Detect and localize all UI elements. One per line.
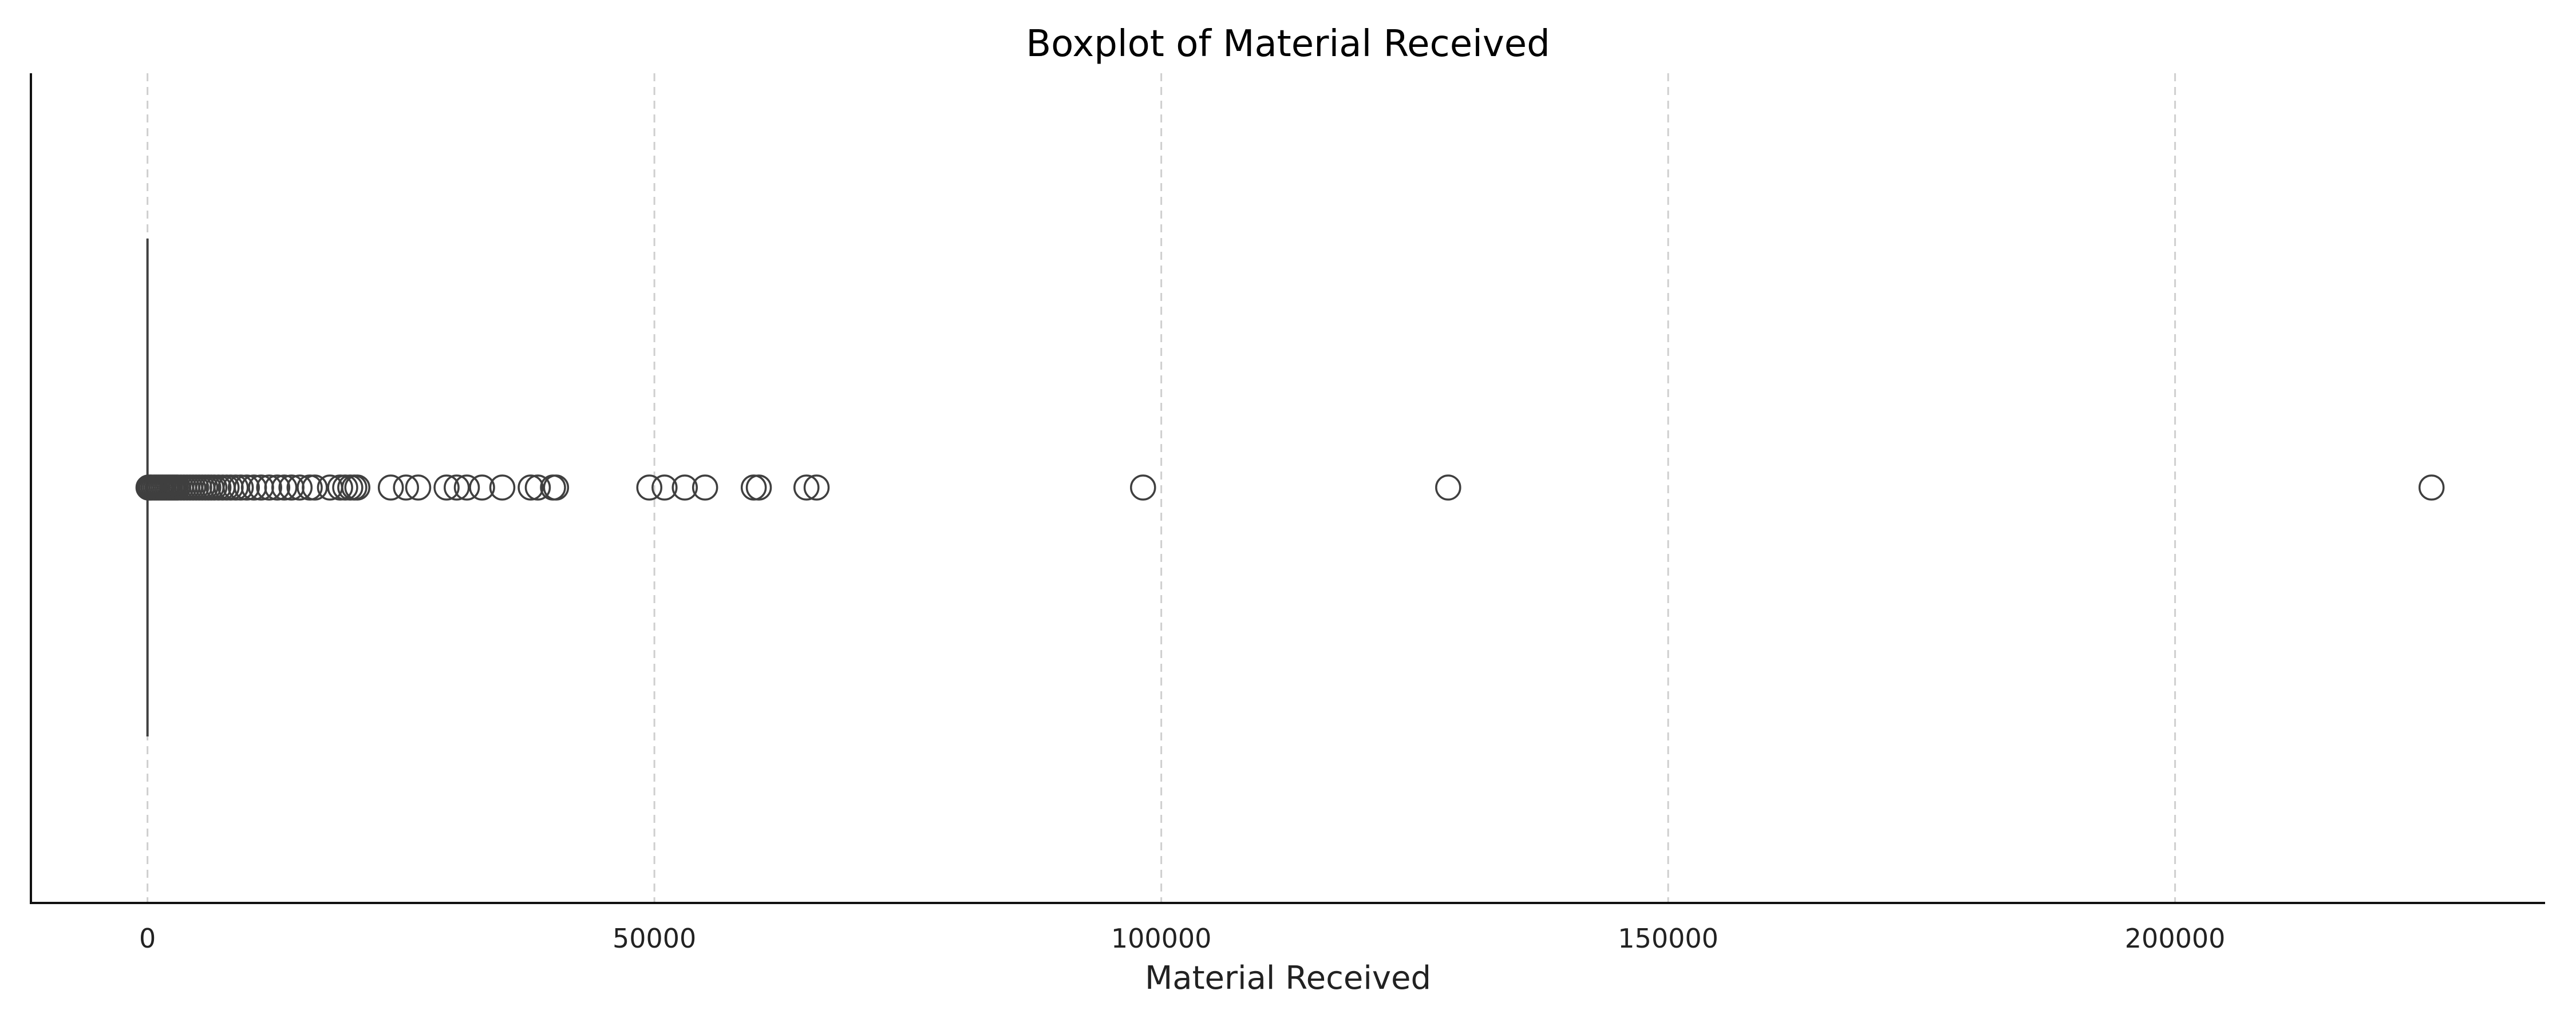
outlier-point-65 [692,474,718,501]
outlier-point-49 [344,474,371,501]
outlier-point-62 [636,474,663,501]
x-tick-label-0: 0 [139,923,156,954]
outlier-point-51 [393,474,420,501]
outlier-point-41 [286,474,313,501]
outlier-point-37 [256,474,282,501]
outlier-point-69 [803,474,830,501]
outlier-point-32 [222,474,249,501]
outlier-point-42 [297,474,323,501]
outlier-point-58 [517,474,544,501]
x-axis-ticks: 0 50000 100000 150000 200000 [139,923,2225,954]
outlier-point-59 [524,474,551,501]
x-tick-label-150000: 150000 [1618,923,1718,954]
outlier-point-68 [793,474,820,501]
outlier-point-50 [377,474,404,501]
outlier-point-63 [651,474,678,501]
outlier-point-71 [1435,474,1461,501]
outlier-point-39 [271,474,298,501]
x-axis-label: Material Received [1145,960,1431,997]
outlier-point-57 [489,474,516,501]
outlier-point-34 [234,474,260,501]
outlier-point-70 [1130,474,1156,501]
outlier-point-45 [327,474,353,501]
outlier-point-52 [405,474,432,501]
outlier-point-33 [227,474,254,501]
x-tick-label-100000: 100000 [1111,923,1212,954]
x-tick-label-50000: 50000 [613,923,696,954]
outlier-point-46 [332,474,358,501]
outlier-point-43 [302,474,328,501]
outlier-point-64 [671,474,698,501]
outlier-point-67 [745,474,772,501]
outlier-point-53 [433,474,460,501]
outlier-point-56 [469,474,495,501]
outlier-point-72 [2418,474,2445,501]
gridlines [147,73,2176,903]
outlier-points [135,474,2445,501]
outlier-point-38 [264,474,291,501]
outlier-point-66 [740,474,767,501]
outlier-point-35 [240,474,267,501]
x-tick-label-200000: 200000 [2125,923,2226,954]
outlier-point-55 [453,474,480,501]
chart-title: Boxplot of Material Received [1026,23,1550,65]
outlier-point-54 [444,474,470,501]
outlier-point-61 [543,474,570,501]
